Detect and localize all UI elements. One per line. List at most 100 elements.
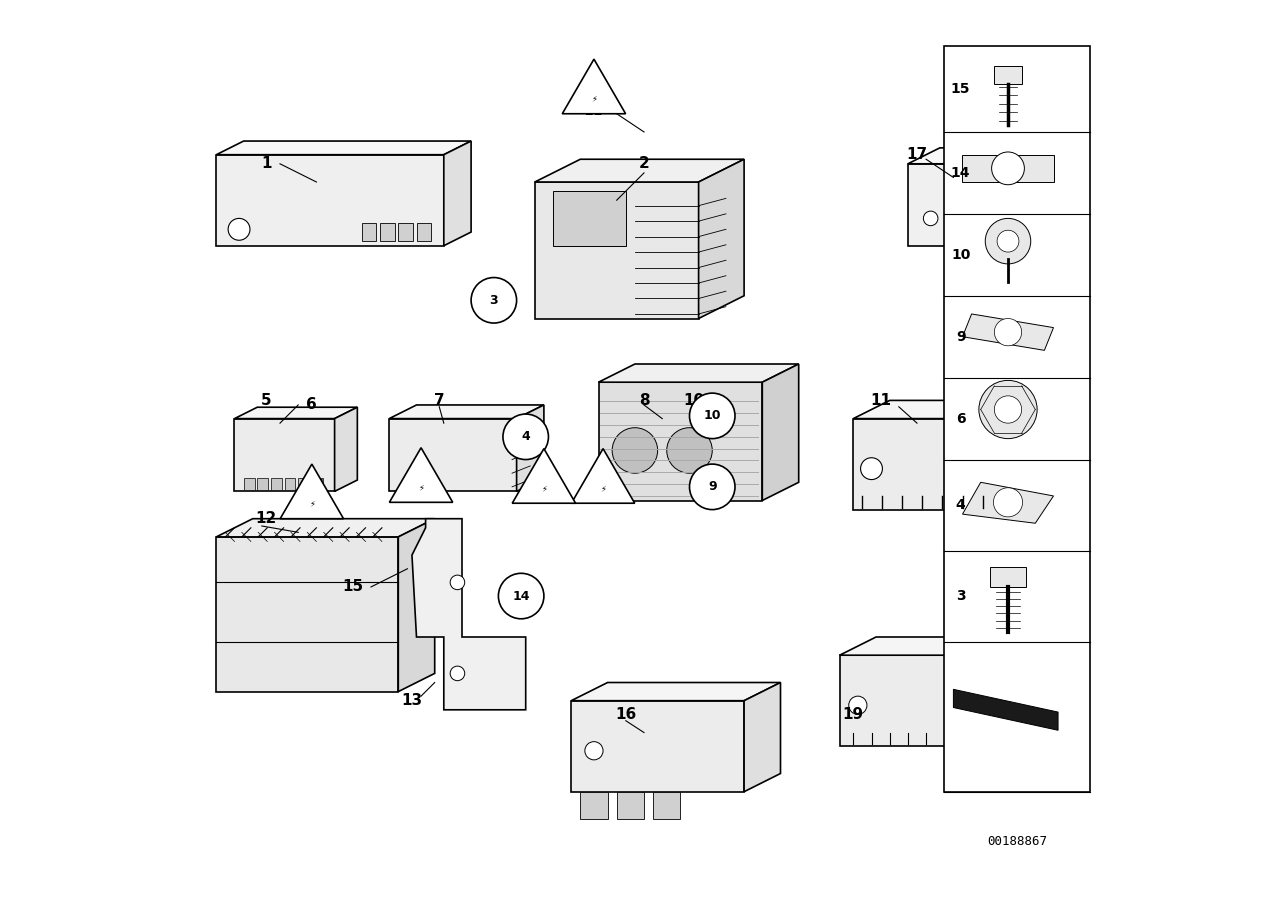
Circle shape (993, 458, 1015, 480)
Circle shape (228, 218, 250, 240)
Text: 9: 9 (956, 329, 966, 344)
Polygon shape (362, 223, 376, 241)
Bar (989, 567, 1027, 587)
Polygon shape (234, 419, 335, 491)
Text: 4: 4 (956, 498, 966, 512)
Text: 14: 14 (951, 166, 970, 180)
Circle shape (612, 428, 658, 473)
Polygon shape (953, 690, 1057, 730)
Text: 4: 4 (522, 430, 531, 443)
Polygon shape (380, 223, 394, 241)
Text: 1: 1 (261, 157, 272, 171)
Text: 12: 12 (256, 511, 277, 526)
Text: 13: 13 (402, 693, 422, 708)
Polygon shape (599, 364, 799, 382)
Text: 3: 3 (956, 589, 966, 603)
Polygon shape (853, 400, 1054, 419)
Polygon shape (299, 478, 309, 490)
Polygon shape (840, 637, 1021, 655)
Polygon shape (698, 159, 744, 318)
Text: 00188867: 00188867 (987, 835, 1047, 848)
Polygon shape (744, 682, 781, 792)
Polygon shape (908, 148, 1057, 164)
Text: 11: 11 (871, 393, 891, 408)
Polygon shape (962, 314, 1054, 350)
Polygon shape (416, 223, 431, 241)
Polygon shape (398, 223, 413, 241)
Circle shape (860, 458, 882, 480)
Text: 23: 23 (412, 492, 430, 505)
Circle shape (992, 152, 1024, 185)
Circle shape (502, 414, 549, 460)
Polygon shape (216, 141, 471, 155)
Polygon shape (216, 519, 434, 537)
Polygon shape (571, 701, 744, 792)
Bar (653, 792, 680, 819)
Circle shape (997, 230, 1019, 252)
Text: 16: 16 (616, 707, 636, 722)
Text: 17: 17 (907, 147, 927, 162)
Polygon shape (234, 408, 357, 419)
Circle shape (689, 393, 735, 439)
Polygon shape (389, 419, 516, 491)
Text: 10: 10 (703, 410, 721, 422)
Polygon shape (243, 478, 255, 490)
Polygon shape (444, 141, 471, 246)
Bar (994, 66, 1021, 85)
Circle shape (994, 318, 1021, 346)
Polygon shape (962, 155, 1054, 182)
Circle shape (471, 278, 516, 323)
Text: 3: 3 (489, 294, 498, 307)
Polygon shape (571, 682, 781, 701)
Polygon shape (908, 164, 1027, 246)
Circle shape (923, 211, 938, 226)
Circle shape (979, 380, 1037, 439)
Text: 10: 10 (684, 393, 705, 408)
Polygon shape (216, 537, 398, 692)
Text: 5: 5 (261, 393, 272, 408)
Polygon shape (553, 191, 626, 246)
Text: ⚡: ⚡ (591, 95, 596, 104)
Polygon shape (599, 382, 762, 501)
Circle shape (993, 488, 1023, 517)
Polygon shape (535, 159, 744, 182)
Text: 22: 22 (585, 106, 603, 118)
Text: 9: 9 (708, 480, 716, 493)
Text: 7: 7 (434, 393, 444, 408)
Polygon shape (516, 405, 544, 491)
Text: 20: 20 (531, 492, 549, 505)
Polygon shape (270, 478, 282, 490)
Text: 21: 21 (308, 478, 325, 490)
Polygon shape (335, 408, 357, 491)
Polygon shape (962, 482, 1054, 523)
Text: 14: 14 (513, 590, 529, 602)
Circle shape (689, 464, 735, 510)
Polygon shape (572, 449, 635, 503)
Text: ⚡: ⚡ (419, 483, 424, 492)
Polygon shape (944, 46, 1090, 792)
Circle shape (985, 218, 1030, 264)
Bar (581, 792, 608, 819)
Circle shape (849, 696, 867, 714)
Polygon shape (840, 655, 985, 746)
Polygon shape (762, 364, 799, 500)
Bar (617, 792, 644, 819)
Circle shape (667, 428, 712, 473)
Polygon shape (258, 478, 268, 490)
Circle shape (994, 396, 1021, 423)
Text: 19: 19 (842, 707, 864, 722)
Text: 8: 8 (639, 393, 649, 408)
Polygon shape (1027, 148, 1057, 246)
Text: 18: 18 (594, 492, 612, 505)
Text: 15: 15 (951, 82, 970, 96)
Polygon shape (312, 478, 323, 490)
Circle shape (585, 742, 603, 760)
Polygon shape (389, 405, 544, 419)
Polygon shape (513, 449, 576, 503)
Polygon shape (563, 59, 626, 114)
Polygon shape (412, 519, 526, 710)
Polygon shape (1018, 400, 1054, 510)
Polygon shape (281, 464, 344, 519)
Polygon shape (389, 448, 452, 502)
Text: 15: 15 (343, 580, 363, 594)
